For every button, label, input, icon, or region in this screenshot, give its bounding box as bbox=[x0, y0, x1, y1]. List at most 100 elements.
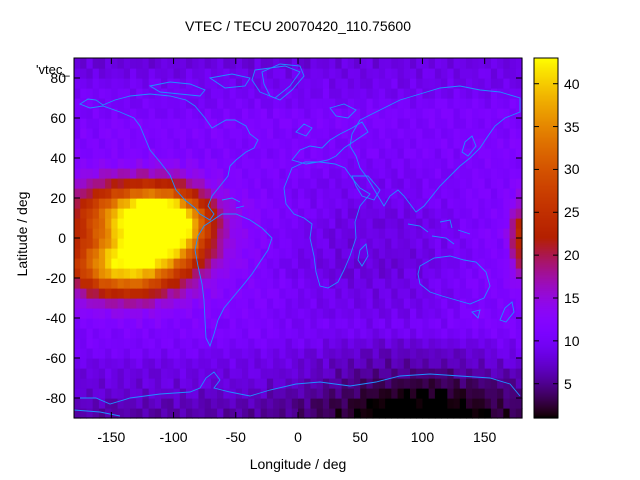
heat-cell bbox=[459, 198, 467, 209]
heat-cell bbox=[490, 388, 498, 399]
heat-cell bbox=[335, 178, 343, 189]
heat-cell bbox=[210, 298, 218, 309]
heat-cell bbox=[453, 248, 461, 259]
heat-cell bbox=[366, 138, 374, 149]
heat-cell bbox=[204, 118, 212, 129]
heat-cell bbox=[186, 378, 193, 389]
heat-cell bbox=[242, 108, 249, 119]
heat-cell bbox=[447, 408, 455, 419]
heat-cell bbox=[453, 268, 461, 279]
heat-cell bbox=[273, 348, 280, 359]
heat-cell bbox=[509, 258, 517, 269]
heat-cell bbox=[484, 388, 492, 399]
heat-cell bbox=[453, 208, 461, 219]
heat-cell bbox=[179, 258, 187, 269]
heat-cell bbox=[217, 398, 224, 409]
colorbar-swatch bbox=[534, 218, 558, 221]
heat-cell bbox=[173, 178, 181, 189]
heat-cell bbox=[453, 368, 461, 379]
heat-cell bbox=[198, 158, 206, 169]
heat-cell bbox=[410, 108, 417, 119]
heat-cell bbox=[98, 158, 106, 169]
heat-cell bbox=[410, 408, 417, 419]
heat-cell bbox=[434, 308, 442, 319]
heat-cell bbox=[142, 308, 150, 319]
colorbar-swatch bbox=[534, 346, 558, 349]
heat-cell bbox=[397, 248, 405, 259]
heat-cell bbox=[360, 108, 368, 119]
heat-cell bbox=[74, 398, 81, 409]
heat-cell bbox=[329, 258, 336, 269]
heat-cell bbox=[422, 98, 430, 109]
heat-cell bbox=[447, 58, 455, 69]
colorbar-swatch bbox=[534, 364, 558, 367]
heat-cell bbox=[130, 118, 137, 129]
heat-cell bbox=[391, 58, 399, 69]
heat-cell bbox=[378, 98, 386, 109]
heat-cell bbox=[403, 238, 411, 249]
heat-cell bbox=[117, 158, 125, 169]
heat-cell bbox=[378, 268, 386, 279]
heat-cell bbox=[279, 408, 287, 419]
colorbar-swatch bbox=[534, 318, 558, 321]
heat-cell bbox=[235, 98, 243, 109]
heat-cell bbox=[130, 188, 137, 199]
colorbar-swatch bbox=[534, 224, 558, 227]
heat-cell bbox=[204, 288, 212, 299]
heat-cell bbox=[179, 298, 187, 309]
heat-cell bbox=[279, 378, 287, 389]
heat-cell bbox=[186, 208, 193, 219]
heat-cell bbox=[260, 128, 268, 139]
heat-cell bbox=[416, 338, 424, 349]
heat-cell bbox=[260, 218, 268, 229]
heat-cell bbox=[248, 338, 256, 349]
heat-cell bbox=[434, 328, 442, 339]
colorbar-swatch bbox=[534, 302, 558, 305]
heat-cell bbox=[260, 358, 268, 369]
heat-cell bbox=[403, 278, 411, 289]
heat-cell bbox=[316, 78, 324, 89]
heat-cell bbox=[509, 298, 517, 309]
heat-cell bbox=[366, 198, 374, 209]
heat-cell bbox=[173, 248, 181, 259]
heat-cell bbox=[136, 158, 144, 169]
heat-cell bbox=[86, 358, 94, 369]
heat-cell bbox=[503, 158, 511, 169]
heat-cell bbox=[291, 398, 299, 409]
colorbar-swatch bbox=[534, 234, 558, 237]
heat-cell bbox=[117, 248, 125, 259]
heat-cell bbox=[372, 68, 380, 79]
heat-cell bbox=[434, 58, 442, 69]
heat-cell bbox=[310, 58, 318, 69]
heat-cell bbox=[74, 278, 81, 289]
heat-cell bbox=[515, 148, 523, 159]
heat-cell bbox=[341, 208, 349, 219]
heat-cell bbox=[397, 208, 405, 219]
heat-cell bbox=[366, 58, 374, 69]
heat-cell bbox=[285, 358, 293, 369]
heat-cell bbox=[360, 238, 368, 249]
heat-cell bbox=[372, 338, 380, 349]
heat-cell bbox=[459, 398, 467, 409]
heat-cell bbox=[497, 248, 504, 259]
heat-cell bbox=[428, 228, 436, 239]
heat-cell bbox=[497, 308, 504, 319]
heat-cell bbox=[273, 328, 280, 339]
heat-cell bbox=[447, 128, 455, 139]
heat-cell bbox=[105, 198, 112, 209]
heat-cell bbox=[403, 398, 411, 409]
heat-cell bbox=[279, 68, 287, 79]
heat-cell bbox=[341, 388, 349, 399]
heat-cell bbox=[403, 388, 411, 399]
heat-cell bbox=[273, 168, 280, 179]
heat-cell bbox=[459, 328, 467, 339]
heat-cell bbox=[279, 348, 287, 359]
heat-cell bbox=[136, 118, 144, 129]
colorbar-swatch bbox=[534, 124, 558, 127]
heat-cell bbox=[154, 388, 162, 399]
heat-cell bbox=[154, 188, 162, 199]
heat-cell bbox=[130, 328, 137, 339]
heat-cell bbox=[428, 138, 436, 149]
heat-cell bbox=[223, 178, 231, 189]
heat-cell bbox=[335, 248, 343, 259]
